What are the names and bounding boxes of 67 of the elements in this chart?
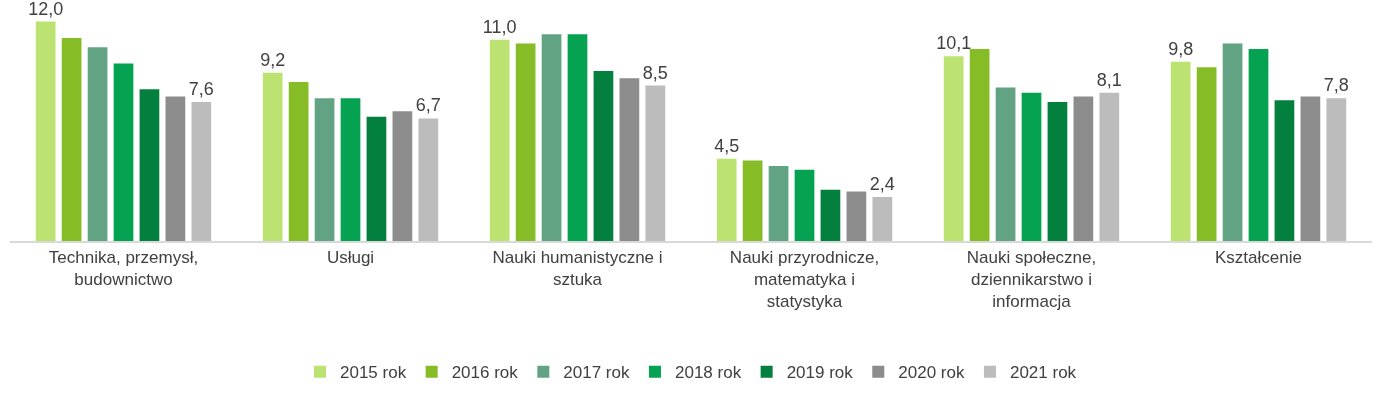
bar xyxy=(87,47,108,241)
x-tick-label: Nauki przyrodnicze, matematyka i statystyka xyxy=(729,247,880,312)
bar xyxy=(969,48,990,241)
bar xyxy=(392,111,413,241)
legend-label: 2019 rok xyxy=(786,363,854,383)
bar xyxy=(1248,48,1269,241)
legend-label: 2016 rok xyxy=(451,363,519,383)
data-label: 2,4 xyxy=(869,174,895,195)
bar xyxy=(1196,67,1217,241)
data-label: 12,0 xyxy=(28,0,64,19)
bar xyxy=(846,191,867,241)
bar xyxy=(567,34,588,241)
bar xyxy=(1300,96,1321,241)
x-tick-label: Nauki społeczne, dziennikarstwo i informacja xyxy=(966,247,1097,312)
bar xyxy=(1274,100,1295,241)
data-label: 4,5 xyxy=(714,135,740,156)
bar xyxy=(794,169,815,241)
bar xyxy=(872,197,893,241)
data-label: 7,8 xyxy=(1323,75,1349,96)
bar xyxy=(820,189,841,241)
legend-label: 2021 rok xyxy=(1009,363,1077,383)
data-label: 10,1 xyxy=(936,33,972,54)
x-tick-label: Usługi xyxy=(326,247,375,267)
bar xyxy=(515,43,536,241)
bar xyxy=(113,63,134,241)
bar xyxy=(943,56,964,241)
bar xyxy=(619,78,640,241)
bar xyxy=(1099,92,1120,241)
bar xyxy=(288,81,309,241)
bar xyxy=(742,160,763,241)
bar xyxy=(1222,43,1243,241)
bar xyxy=(61,38,82,241)
bar xyxy=(366,116,387,241)
bar xyxy=(541,34,562,241)
data-label: 8,1 xyxy=(1096,69,1122,90)
x-tick-label: Kształcenie xyxy=(1215,247,1302,267)
legend-label: 2018 rok xyxy=(674,363,742,383)
data-label: 9,2 xyxy=(260,49,286,70)
bar xyxy=(1021,92,1042,241)
bar xyxy=(716,158,737,241)
data-label: 7,6 xyxy=(188,79,214,100)
data-label: 9,8 xyxy=(1168,38,1194,59)
bar xyxy=(191,102,212,241)
bar xyxy=(262,72,283,241)
bar xyxy=(418,118,439,241)
bar xyxy=(645,85,666,241)
bar xyxy=(995,87,1016,241)
legend-label: 2020 rok xyxy=(898,363,965,383)
data-label: 6,7 xyxy=(415,95,441,116)
bar xyxy=(1170,61,1191,241)
bar xyxy=(489,39,510,241)
bar xyxy=(314,98,335,241)
bar xyxy=(1047,102,1068,241)
x-tick-label: Technika, przemysł, budownictwo xyxy=(48,247,199,289)
data-label: 8,5 xyxy=(642,62,668,83)
bar xyxy=(340,98,361,241)
bar xyxy=(768,166,789,241)
bar xyxy=(1073,96,1094,241)
legend-label: 2017 rok xyxy=(563,363,630,383)
legend-label: 2015 rok xyxy=(340,363,407,383)
bar xyxy=(593,70,614,241)
bar xyxy=(1326,98,1347,241)
bar xyxy=(35,21,56,241)
x-tick-label: Nauki humanistyczne i sztuka xyxy=(492,247,663,289)
bar xyxy=(139,89,160,241)
bar xyxy=(165,96,186,241)
data-label: 11,0 xyxy=(482,16,517,37)
